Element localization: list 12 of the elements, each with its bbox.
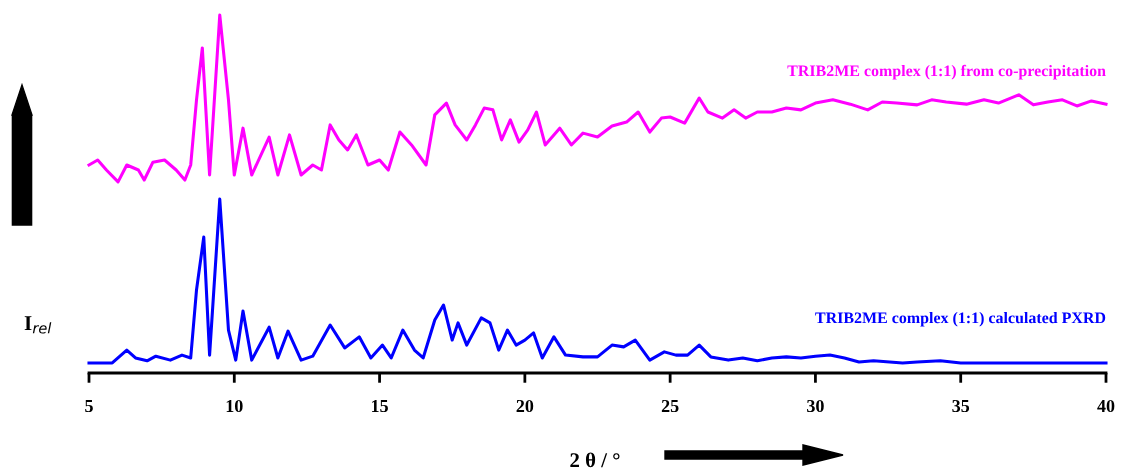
x-tick-label: 40 [1097, 399, 1115, 413]
series-label: TRIB2ME complex (1:1) from co-precipitation [787, 64, 1106, 80]
x-tick-label: 35 [952, 399, 970, 413]
x-tick-label: 25 [661, 399, 679, 413]
x-tick-label: 30 [807, 399, 824, 413]
series-label: TRIB2ME complex (1:1) calculated PXRD [815, 311, 1106, 327]
x-tick-label: 5 [85, 400, 93, 413]
x-axis-title: 2 θ / ° [570, 452, 620, 468]
x-tick-label: 15 [371, 400, 388, 413]
x-tick-label: 20 [516, 399, 534, 413]
x-tick-label: 10 [226, 399, 243, 413]
y-axis-title: I$_{rel}$ [24, 316, 52, 334]
